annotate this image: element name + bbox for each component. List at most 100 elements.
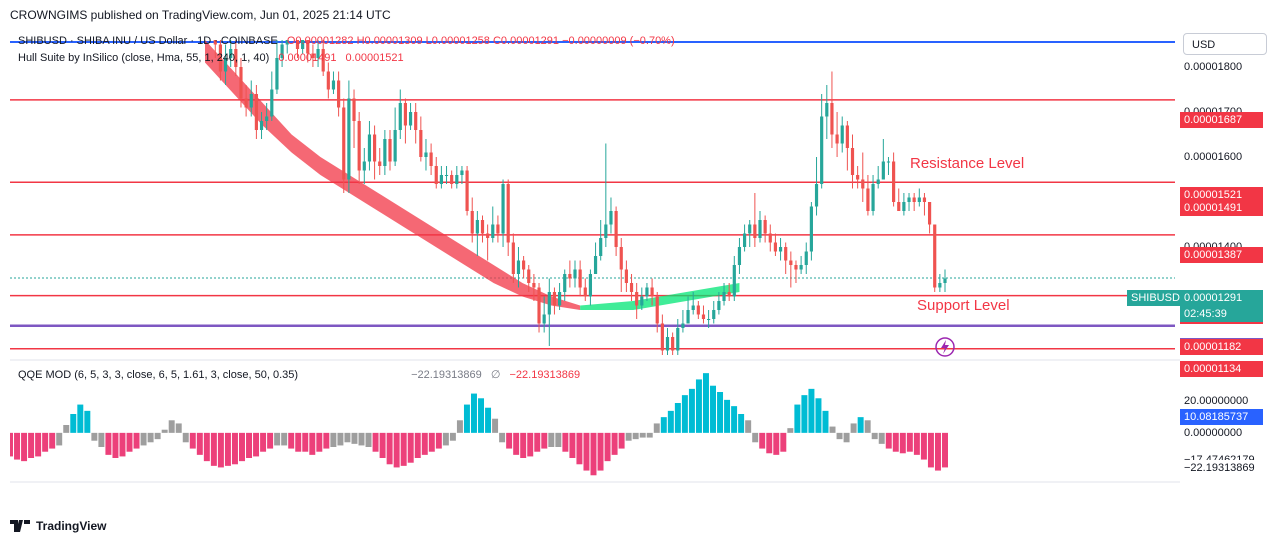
tradingview-logo[interactable]: TradingView bbox=[10, 519, 106, 533]
candle-body bbox=[563, 274, 567, 292]
qqe-bar bbox=[562, 432, 569, 452]
qqe-bar bbox=[302, 432, 309, 452]
candle-body bbox=[845, 125, 849, 148]
qqe-bar bbox=[759, 432, 766, 449]
candle-body bbox=[316, 49, 320, 58]
level-price-label: 0.00001387 bbox=[1180, 246, 1263, 263]
qqe-bar bbox=[133, 432, 140, 449]
candle-body bbox=[455, 175, 459, 184]
qqe-bar bbox=[492, 418, 499, 433]
qqe-bar bbox=[646, 432, 653, 438]
qqe-bar bbox=[527, 432, 534, 457]
candle-body bbox=[758, 220, 762, 238]
qqe-bar bbox=[344, 432, 351, 443]
candle-body bbox=[599, 238, 603, 256]
candle-body bbox=[573, 269, 577, 279]
candle-body bbox=[475, 220, 479, 234]
candle-body bbox=[696, 305, 700, 315]
resistance-annotation: Resistance Level bbox=[910, 155, 1024, 172]
candle-body bbox=[784, 247, 788, 261]
qqe-bar bbox=[731, 406, 738, 433]
qqe-bar bbox=[681, 395, 688, 433]
candle-body bbox=[378, 161, 382, 166]
qqe-bar bbox=[506, 432, 513, 449]
qqe-bar bbox=[843, 432, 850, 443]
qqe-bar bbox=[274, 432, 281, 446]
legend-symbol[interactable]: SHIBUSD · SHIBA INU / US Dollar · 1D · C… bbox=[18, 35, 278, 47]
qqe-bar bbox=[463, 404, 470, 433]
qqe-bar bbox=[864, 420, 871, 433]
qqe-bar bbox=[780, 432, 787, 452]
qqe-bar bbox=[337, 432, 344, 446]
candle-body bbox=[629, 283, 634, 292]
candle-body bbox=[922, 197, 927, 202]
legend-ohlc: O0.00001282 H0.00001309 L0.00001258 C0.0… bbox=[286, 35, 675, 47]
qqe-bar bbox=[246, 432, 253, 458]
qqe-bar bbox=[470, 393, 477, 433]
qqe-bar bbox=[913, 432, 920, 455]
candle-body bbox=[619, 247, 623, 270]
candle-body bbox=[871, 184, 875, 211]
legend-qqe-label[interactable]: QQE MOD (6, 5, 3, 3, close, 6, 5, 1.61, … bbox=[18, 369, 299, 381]
candle-body bbox=[321, 49, 325, 72]
legend-qqe-v2: −22.19313869 bbox=[509, 369, 581, 381]
qqe-bar bbox=[583, 432, 590, 471]
candle-body bbox=[239, 67, 243, 99]
candle-body bbox=[265, 116, 269, 121]
candle-body bbox=[825, 103, 829, 117]
qqe-bar bbox=[372, 432, 379, 452]
candle-body bbox=[763, 220, 767, 234]
candle-body bbox=[665, 337, 670, 351]
qqe-bar bbox=[231, 432, 238, 465]
qqe-bar bbox=[724, 399, 731, 433]
lightning-glyph bbox=[941, 340, 949, 354]
qqe-bar bbox=[91, 432, 98, 441]
candle-body bbox=[403, 103, 408, 126]
candle-body bbox=[856, 175, 860, 180]
candle-body bbox=[511, 242, 515, 274]
qqe-bar bbox=[857, 417, 864, 433]
qqe-bar bbox=[590, 432, 597, 476]
hull-price-label: 0.00001491 bbox=[1180, 200, 1263, 217]
qqe-bar bbox=[196, 432, 203, 455]
qqe-bar bbox=[787, 428, 794, 433]
candle-body bbox=[229, 49, 233, 58]
candle-body bbox=[609, 211, 613, 225]
qqe-bar bbox=[203, 432, 210, 462]
qqe-bar bbox=[534, 432, 541, 452]
candle-body bbox=[820, 116, 824, 184]
candle-body bbox=[943, 278, 947, 283]
qqe-bar bbox=[871, 432, 878, 440]
candle-body bbox=[676, 328, 680, 351]
candle-body bbox=[850, 148, 855, 175]
candle-body bbox=[927, 202, 932, 225]
qqe-bar bbox=[140, 432, 147, 446]
candle-body bbox=[244, 98, 248, 108]
qqe-bar bbox=[175, 423, 182, 433]
candle-body bbox=[480, 220, 485, 234]
currency-button[interactable]: USD bbox=[1183, 33, 1267, 55]
publisher-header: CROWNGIMS published on TradingView.com, … bbox=[10, 8, 391, 22]
qqe-bar bbox=[815, 398, 822, 433]
qqe-bar bbox=[604, 432, 611, 462]
candle-body bbox=[624, 269, 628, 283]
candle-body bbox=[285, 40, 289, 45]
qqe-bar bbox=[695, 379, 702, 433]
qqe-bar bbox=[154, 432, 161, 440]
qqe-bar bbox=[569, 432, 576, 458]
qqe-bar bbox=[639, 432, 646, 438]
candle-body bbox=[907, 197, 911, 202]
candle-body bbox=[804, 251, 808, 265]
lightning-circle bbox=[935, 337, 955, 357]
candle-body bbox=[933, 224, 937, 288]
qqe-bar bbox=[478, 398, 485, 433]
qqe-bar bbox=[899, 432, 906, 454]
candle-body bbox=[501, 184, 505, 234]
qqe-bar bbox=[520, 432, 527, 458]
qqe-bar bbox=[84, 410, 91, 433]
legend-hull-label[interactable]: Hull Suite by InSilico (close, Hma, 55, … bbox=[18, 52, 270, 64]
candle-body bbox=[337, 80, 341, 108]
qqe-bar bbox=[421, 432, 428, 455]
qqe-bar bbox=[21, 432, 28, 462]
